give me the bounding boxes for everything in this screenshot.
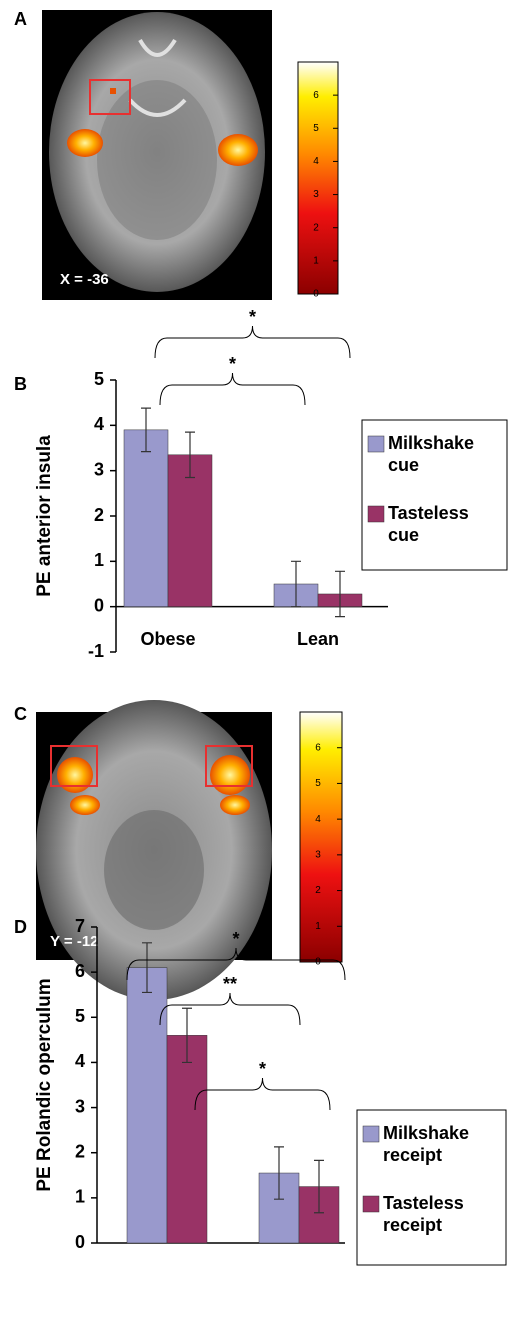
y-tick-label: 0 — [94, 595, 104, 615]
legend-swatch — [368, 436, 384, 452]
figure: A X = -36 0 1 2 3 4 5 6 B -1 0 1 2 3 4 5 PE anterior insu… — [0, 0, 516, 1324]
y-tick-label: 5 — [94, 369, 104, 389]
significance-label: * — [259, 1059, 266, 1079]
bar — [124, 430, 168, 607]
y-tick-label: 4 — [94, 414, 104, 434]
y-tick-label: 3 — [94, 459, 104, 479]
legend-entry: Milkshake cue — [388, 432, 503, 492]
y-tick-label: 2 — [94, 505, 104, 525]
legend-entry: Tasteless receipt — [383, 1192, 502, 1252]
colorbar-tick-label: 0 — [313, 289, 319, 300]
y-tick-label: 4 — [75, 1051, 85, 1071]
colorbar-tick-label: 4 — [313, 156, 319, 167]
x-tick-label: Obese — [140, 629, 195, 649]
significance-brace — [195, 1078, 330, 1110]
significance-brace — [160, 993, 300, 1025]
colorbar-tick-label: 1 — [315, 921, 321, 932]
colorbar-tick-label: 6 — [315, 742, 321, 753]
y-tick-label: 1 — [75, 1187, 85, 1207]
colorbar-tick-label: 0 — [315, 957, 321, 968]
bar — [127, 968, 167, 1243]
legend-swatch — [363, 1196, 379, 1212]
y-tick-label: 2 — [75, 1141, 85, 1161]
colorbar-tick-label: 1 — [313, 255, 319, 266]
panel-label: A — [14, 9, 27, 29]
y-tick-label: 3 — [75, 1096, 85, 1116]
colorbar-tick-label: 2 — [313, 222, 319, 233]
panel-label: C — [14, 704, 27, 724]
legend-entry: Tasteless cue — [388, 502, 503, 562]
colorbar-tick-label: 3 — [315, 849, 321, 860]
y-tick-label: 7 — [75, 916, 85, 936]
y-tick-label: -1 — [88, 641, 104, 661]
x-tick-label: Lean — [297, 629, 339, 649]
y-tick-label: 0 — [75, 1232, 85, 1252]
legend-label: Tasteless receipt — [383, 1192, 502, 1236]
significance-label: * — [232, 929, 239, 949]
colorbar-tick-label: 2 — [315, 885, 321, 896]
y-tick-label: 1 — [94, 550, 104, 570]
significance-brace — [160, 373, 305, 405]
colorbar — [300, 712, 342, 962]
slice-label: X = -36 — [60, 271, 109, 288]
colorbar-tick-label: 6 — [313, 90, 319, 101]
panel-label: D — [14, 917, 27, 937]
colorbar-tick-label: 5 — [313, 123, 319, 134]
y-tick-label: 6 — [75, 961, 85, 981]
legend-label: Milkshake receipt — [383, 1122, 502, 1166]
significance-label: * — [249, 307, 256, 327]
legend-swatch — [368, 506, 384, 522]
brain-image — [42, 10, 272, 300]
brain-image — [36, 700, 272, 1000]
panel-label: B — [14, 374, 27, 394]
legend-label: Tasteless cue — [388, 502, 503, 546]
significance-brace — [155, 326, 350, 358]
significance-label: ** — [223, 974, 237, 994]
legend-entry: Milkshake receipt — [383, 1122, 502, 1182]
legend-label: Milkshake cue — [388, 432, 503, 476]
y-axis-label: PE anterior insula — [34, 435, 55, 597]
y-tick-label: 5 — [75, 1006, 85, 1026]
colorbar-tick-label: 5 — [315, 778, 321, 789]
colorbar-tick-label: 3 — [313, 189, 319, 200]
bar — [167, 1035, 207, 1243]
legend-swatch — [363, 1126, 379, 1142]
y-axis-label: PE Rolandic operculum — [34, 978, 55, 1191]
significance-label: * — [229, 354, 236, 374]
colorbar-tick-label: 4 — [315, 814, 321, 825]
